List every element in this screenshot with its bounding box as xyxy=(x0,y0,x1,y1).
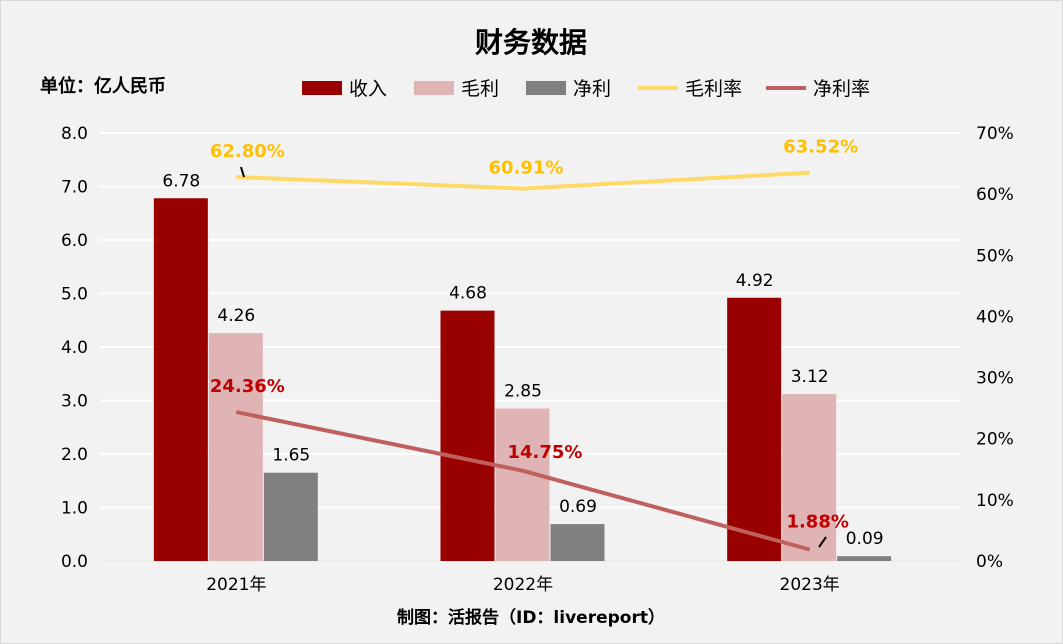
bar-毛利-2022年 xyxy=(495,408,550,561)
right-tick-label: 60% xyxy=(976,185,1014,205)
bar-净利-2021年 xyxy=(263,472,318,561)
bar-data-label: 6.78 xyxy=(162,171,200,191)
left-tick-label: 5.0 xyxy=(61,285,88,305)
line-data-label: 14.75% xyxy=(508,442,583,463)
line-毛利率 xyxy=(236,170,810,191)
right-tick-label: 30% xyxy=(976,369,1014,389)
right-tick-label: 40% xyxy=(976,307,1014,327)
unit-label: 单位：亿人民币 xyxy=(40,75,166,97)
bar-data-label: 4.26 xyxy=(217,306,255,326)
bar-毛利-2023年 xyxy=(782,394,837,561)
bar-data-label: 4.92 xyxy=(736,271,774,291)
legend-label: 净利 xyxy=(573,78,611,100)
legend: 收入 毛利 净利 毛利率 净利率 xyxy=(302,78,870,100)
legend-label: 毛利率 xyxy=(685,78,742,100)
legend-swatch-收入 xyxy=(302,81,342,95)
line-data-label: 1.88% xyxy=(786,512,848,533)
left-tick-label: 4.0 xyxy=(61,338,88,358)
bar-data-label: 2.85 xyxy=(504,382,542,402)
legend-swatch-净利 xyxy=(526,81,566,95)
line-data-label: 62.80% xyxy=(210,141,285,162)
bar-收入-2021年 xyxy=(153,198,208,561)
legend-label: 净利率 xyxy=(813,78,870,100)
left-tick-label: 3.0 xyxy=(61,392,88,412)
bar-净利-2023年 xyxy=(837,556,892,561)
legend-label: 毛利 xyxy=(461,78,499,100)
right-tick-label: 50% xyxy=(976,246,1014,266)
right-tick-label: 70% xyxy=(976,124,1014,144)
left-tick-label: 6.0 xyxy=(61,231,88,251)
bar-data-label: 1.65 xyxy=(272,446,310,466)
bar-data-label: 0.09 xyxy=(846,529,884,549)
source-label: 制图：活报告（ID：livereport） xyxy=(397,607,665,628)
left-tick-label: 2.0 xyxy=(61,445,88,465)
right-tick-label: 0% xyxy=(976,552,1003,572)
legend-swatch-毛利 xyxy=(414,81,454,95)
x-tick-label: 2022年 xyxy=(493,575,553,595)
bar-收入-2023年 xyxy=(727,297,782,561)
left-tick-label: 1.0 xyxy=(61,499,88,519)
left-tick-label: 8.0 xyxy=(61,124,88,144)
line-data-label: 24.36% xyxy=(210,376,285,397)
bar-data-label: 4.68 xyxy=(449,284,487,304)
lines: 62.80% 60.91% 63.52% 24.36% 14.75% 1.88% xyxy=(210,137,858,552)
left-tick-label: 7.0 xyxy=(61,178,88,198)
x-tick-label: 2021年 xyxy=(206,575,266,595)
right-tick-label: 10% xyxy=(976,491,1014,511)
bar-data-label: 3.12 xyxy=(791,367,829,387)
left-tick-label: 0.0 xyxy=(61,552,88,572)
right-tick-label: 20% xyxy=(976,430,1014,450)
leader-line xyxy=(818,536,827,548)
legend-label: 收入 xyxy=(349,78,387,100)
line-data-label: 63.52% xyxy=(783,137,858,158)
line-净利率 xyxy=(235,410,811,552)
leader-line xyxy=(240,166,245,178)
x-tick-label: 2023年 xyxy=(780,575,840,595)
bar-data-label: 0.69 xyxy=(559,497,597,517)
bars: 6.78 4.68 4.92 4.26 2.85 3.12 1.65 0.69 0.09 xyxy=(153,171,892,561)
line-data-label: 60.91% xyxy=(489,158,564,179)
bar-净利-2022年 xyxy=(550,524,605,561)
axes: 0.0 1.0 2.0 3.0 4.0 5.0 6.0 7.0 8.0 0% 10% 20% 30% 40… xyxy=(61,124,1014,595)
bar-毛利-2021年 xyxy=(208,333,263,561)
bar-收入-2022年 xyxy=(440,310,495,561)
chart-title: 财务数据 xyxy=(475,26,587,59)
